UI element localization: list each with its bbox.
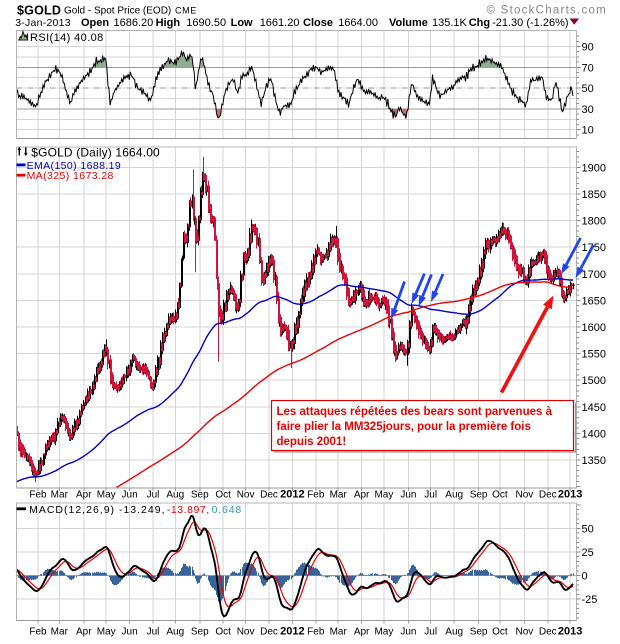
svg-text:1600: 1600 (582, 322, 606, 334)
svg-text:Jul: Jul (147, 627, 160, 638)
svg-text:-25: -25 (582, 594, 598, 606)
svg-text:1750: 1750 (582, 242, 606, 254)
svg-text:Nov: Nov (237, 627, 255, 638)
svg-text:Feb: Feb (307, 627, 325, 638)
svg-text:RSI(14) 40.08: RSI(14) 40.08 (30, 32, 104, 44)
svg-text:$GOLD (Daily) 1664.00: $GOLD (Daily) 1664.00 (31, 146, 160, 160)
svg-text:Jul: Jul (424, 490, 437, 501)
svg-text:Sep: Sep (191, 490, 209, 501)
svg-text:Open: Open (81, 17, 109, 29)
svg-text:Jul: Jul (424, 627, 437, 638)
svg-text:Dec: Dec (539, 490, 557, 501)
svg-text:50: 50 (582, 83, 594, 95)
svg-text:Nov: Nov (516, 627, 534, 638)
svg-text:Chg: Chg (469, 17, 490, 29)
svg-text:2013: 2013 (558, 489, 582, 501)
svg-text:135.1K: 135.1K (432, 17, 468, 29)
svg-text:2012: 2012 (280, 626, 304, 638)
svg-text:30: 30 (582, 104, 594, 116)
svg-text:High: High (156, 17, 181, 29)
svg-text:1400: 1400 (582, 428, 606, 440)
svg-text:1650: 1650 (582, 295, 606, 307)
svg-text:10: 10 (582, 125, 594, 137)
svg-text:0: 0 (582, 571, 588, 583)
svg-text:50: 50 (582, 523, 594, 535)
svg-text:Mar: Mar (330, 490, 348, 501)
svg-text:-21.30 (-1.26%): -21.30 (-1.26%) (492, 17, 568, 29)
svg-text:May: May (97, 490, 116, 501)
svg-text:Sep: Sep (191, 627, 209, 638)
svg-text:Nov: Nov (237, 490, 255, 501)
svg-text:1664.00: 1664.00 (338, 17, 378, 29)
svg-text:May: May (374, 490, 393, 501)
svg-text:Dec: Dec (539, 627, 557, 638)
svg-text:Oct: Oct (492, 490, 508, 501)
svg-text:$GOLD: $GOLD (17, 4, 61, 18)
svg-text:1661.20: 1661.20 (260, 17, 300, 29)
svg-text:-13.897,: -13.897, (167, 504, 210, 516)
svg-text:1800: 1800 (582, 216, 606, 228)
svg-text:1900: 1900 (582, 162, 606, 174)
svg-text:Apr: Apr (76, 490, 92, 501)
svg-text:1450: 1450 (582, 402, 606, 414)
svg-text:0.648: 0.648 (212, 504, 243, 516)
svg-text:Oct: Oct (215, 627, 231, 638)
svg-text:Aug: Aug (166, 490, 184, 501)
svg-text:Mar: Mar (330, 627, 348, 638)
svg-text:Volume: Volume (389, 17, 428, 29)
svg-text:© StockCharts.com: © StockCharts.com (487, 5, 607, 17)
svg-text:Apr: Apr (76, 627, 92, 638)
svg-text:MACD(12,26,9) -13.249,: MACD(12,26,9) -13.249, (29, 504, 165, 516)
svg-text:25: 25 (582, 547, 594, 559)
svg-text:Dec: Dec (260, 627, 278, 638)
svg-text:Aug: Aug (445, 627, 463, 638)
svg-text:Oct: Oct (215, 490, 231, 501)
svg-text:Apr: Apr (354, 627, 370, 638)
svg-text:Dec: Dec (260, 490, 278, 501)
svg-text:Jun: Jun (400, 490, 416, 501)
svg-text:Jun: Jun (122, 490, 138, 501)
svg-text:Sep: Sep (470, 490, 488, 501)
svg-text:MA(325) 1673.28: MA(325) 1673.28 (27, 170, 114, 182)
svg-text:90: 90 (582, 42, 594, 54)
svg-text:Apr: Apr (354, 490, 370, 501)
svg-text:Aug: Aug (445, 490, 463, 501)
svg-text:Nov: Nov (516, 490, 534, 501)
svg-text:1850: 1850 (582, 189, 606, 201)
svg-text:Sep: Sep (470, 627, 488, 638)
svg-text:Gold - Spot Price (EOD): Gold - Spot Price (EOD) (64, 6, 171, 17)
svg-text:2012: 2012 (280, 489, 304, 501)
svg-text:Oct: Oct (492, 627, 508, 638)
svg-text:May: May (374, 627, 393, 638)
svg-text:Aug: Aug (166, 627, 184, 638)
svg-text:3-Jan-2013: 3-Jan-2013 (15, 17, 71, 29)
svg-text:Feb: Feb (29, 490, 47, 501)
svg-text:70: 70 (582, 62, 594, 74)
svg-text:Jul: Jul (147, 490, 160, 501)
svg-text:1350: 1350 (582, 455, 606, 467)
svg-text:2013: 2013 (558, 626, 582, 638)
svg-text:depuis 2001!: depuis 2001! (277, 436, 347, 448)
svg-text:Jun: Jun (400, 627, 416, 638)
svg-text:Feb: Feb (29, 627, 47, 638)
svg-text:1690.50: 1690.50 (186, 17, 226, 29)
svg-text:Jun: Jun (122, 627, 138, 638)
svg-text:CME: CME (175, 6, 197, 16)
svg-text:1550: 1550 (582, 349, 606, 361)
svg-text:Low: Low (231, 17, 253, 29)
svg-text:faire plier la MM325jours, pou: faire plier la MM325jours, pour la premi… (277, 421, 531, 433)
svg-text:1700: 1700 (582, 269, 606, 281)
svg-text:1500: 1500 (582, 375, 606, 387)
svg-text:May: May (97, 627, 116, 638)
svg-text:EMA(150) 1688.19: EMA(150) 1688.19 (27, 160, 122, 172)
svg-text:Mar: Mar (51, 627, 69, 638)
svg-text:1686.20: 1686.20 (114, 17, 154, 29)
svg-text:Feb: Feb (307, 490, 325, 501)
svg-text:Mar: Mar (51, 490, 69, 501)
svg-text:Close: Close (303, 17, 333, 29)
svg-text:Les attaques répétées des bear: Les attaques répétées des bears sont par… (277, 406, 553, 418)
